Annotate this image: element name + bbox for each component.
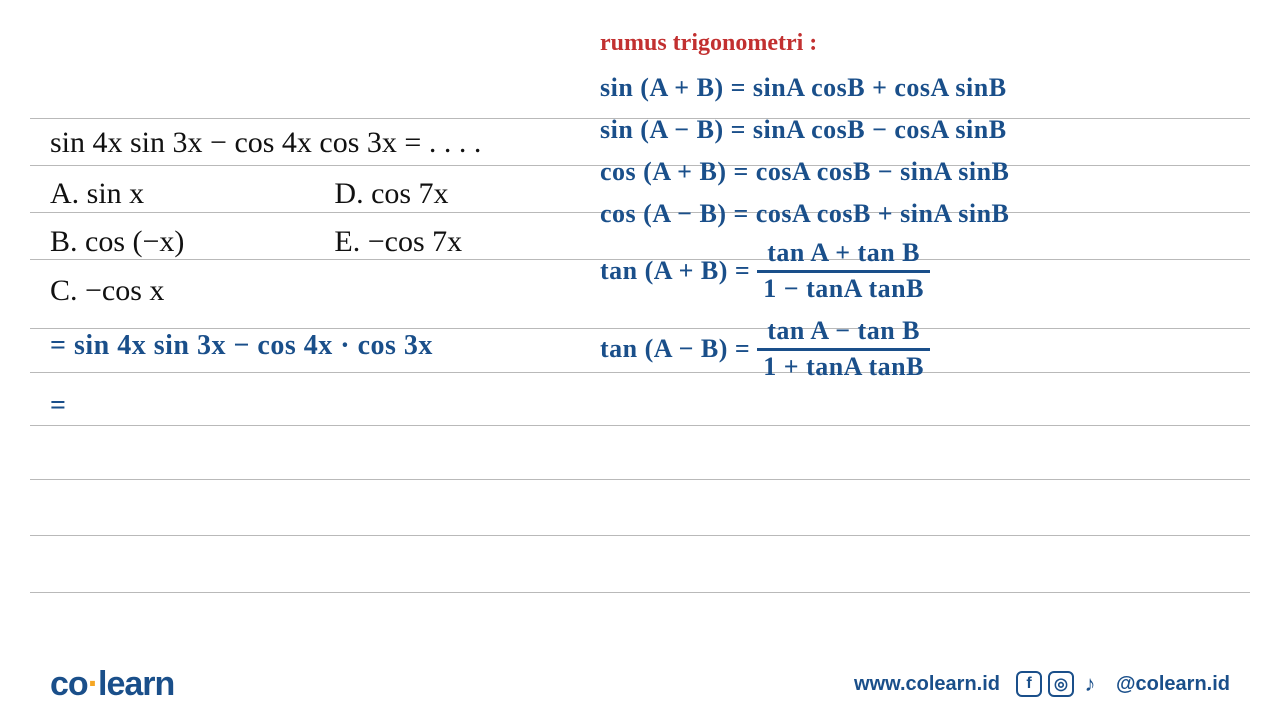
worked-line-2: =	[50, 390, 66, 422]
logo-learn: learn	[98, 665, 174, 703]
question-block: sin 4x sin 3x − cos 4x cos 3x = . . . . …	[50, 120, 481, 314]
notebook-rule	[30, 425, 1250, 426]
notebook-rule	[30, 592, 1250, 593]
footer-handle: @colearn.id	[1116, 673, 1230, 696]
notebook-rule	[30, 535, 1250, 536]
formula-row: sin (A − B) = sinA cosB − cosA sinB	[600, 109, 1250, 151]
footer-url: www.colearn.id	[854, 673, 1000, 696]
option: D. cos 7x	[334, 171, 462, 218]
option: A. sin x	[50, 171, 184, 218]
brand-logo: co·learn	[50, 665, 174, 704]
option: B. cos (−x)	[50, 219, 184, 266]
facebook-icon: f	[1016, 671, 1042, 697]
logo-dot: ·	[88, 665, 98, 703]
option: E. −cos 7x	[334, 219, 462, 266]
formula-row: sin (A + B) = sinA cosB + cosA sinB	[600, 67, 1250, 109]
formula-panel: rumus trigonometri : sin (A + B) = sinA …	[600, 30, 1250, 391]
formula-row: tan (A + B) = tan A + tan B1 − tanA tanB	[600, 235, 1250, 313]
formula-row: cos (A − B) = cosA cosB + sinA sinB	[600, 193, 1250, 235]
tiktok-icon: ♪	[1080, 671, 1100, 697]
social-icons: f ◎ ♪	[1016, 671, 1100, 697]
footer: co·learn www.colearn.id f ◎ ♪ @colearn.i…	[0, 660, 1280, 720]
question-equation: sin 4x sin 3x − cos 4x cos 3x = . . . .	[50, 120, 481, 167]
formula-row: cos (A + B) = cosA cosB − sinA sinB	[600, 151, 1250, 193]
logo-co: co	[50, 665, 88, 703]
instagram-icon: ◎	[1048, 671, 1074, 697]
notebook-rule	[30, 479, 1250, 480]
whiteboard: sin 4x sin 3x − cos 4x cos 3x = . . . . …	[0, 0, 1280, 660]
formula-title: rumus trigonometri :	[600, 30, 1250, 57]
worked-line-1: = sin 4x sin 3x − cos 4x · cos 3x	[50, 330, 433, 362]
option: C. −cos x	[50, 268, 184, 315]
formula-row: tan (A − B) = tan A − tan B1 + tanA tanB	[600, 313, 1250, 391]
